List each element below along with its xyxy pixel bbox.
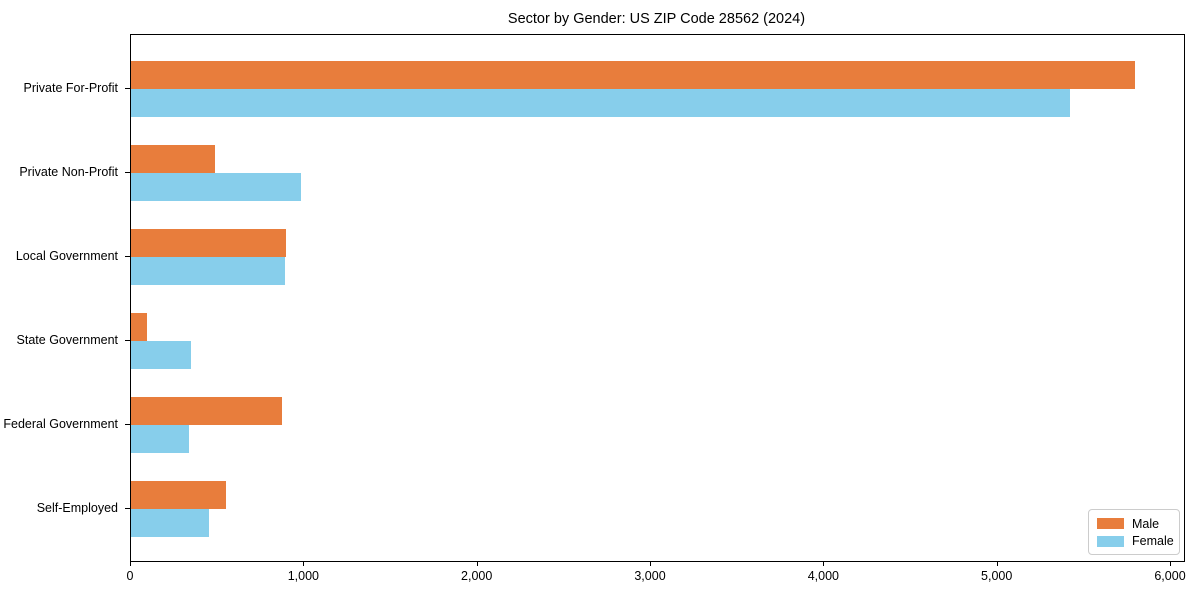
y-tick-mark xyxy=(125,88,130,89)
legend-swatch-female-icon xyxy=(1097,535,1124,547)
x-tick-mark xyxy=(1170,561,1171,566)
bar-male-local-government xyxy=(131,229,287,257)
y-tick-label: Federal Government xyxy=(3,417,118,431)
legend-label-female: Female xyxy=(1132,534,1174,549)
x-tick-mark xyxy=(650,561,651,566)
legend-item-female: Female xyxy=(1097,533,1174,550)
bar-male-federal-government xyxy=(131,397,282,425)
x-tick-mark xyxy=(130,561,131,566)
bar-male-private-non-profit xyxy=(131,145,216,173)
y-tick-mark xyxy=(125,508,130,509)
plot-area xyxy=(130,34,1185,562)
x-tick-mark xyxy=(303,561,305,566)
legend-item-male: Male xyxy=(1097,515,1171,532)
bar-male-private-for-profit xyxy=(131,61,1135,89)
x-tick-mark xyxy=(823,561,825,566)
y-tick-label: Private For-Profit xyxy=(23,81,118,95)
x-tick-label: 4,000 xyxy=(807,569,839,583)
y-tick-mark xyxy=(125,256,130,257)
y-tick-mark xyxy=(125,172,130,173)
y-tick-label: Self-Employed xyxy=(36,501,118,515)
chart-title: Sector by Gender: US ZIP Code 28562 (202… xyxy=(507,11,806,27)
y-tick-label: State Government xyxy=(16,333,118,347)
y-tick-label: Private Non-Profit xyxy=(19,165,118,179)
bar-male-self-employed xyxy=(131,481,227,509)
x-tick-label: 2,000 xyxy=(461,569,493,583)
x-tick-label: 6,000 xyxy=(1154,569,1186,583)
legend: Male Female xyxy=(1088,509,1180,555)
bar-female-private-for-profit xyxy=(131,89,1071,117)
x-tick-mark xyxy=(476,561,478,566)
y-tick-label: Local Government xyxy=(15,249,118,263)
bar-female-local-government xyxy=(131,257,286,285)
x-tick-label: 5,000 xyxy=(981,569,1013,583)
legend-swatch-male-icon xyxy=(1097,518,1124,530)
legend-label-male: Male xyxy=(1132,516,1160,531)
y-tick-mark xyxy=(125,340,130,341)
x-tick-label: 0 xyxy=(126,569,134,583)
bar-female-private-non-profit xyxy=(131,173,301,201)
bar-female-state-government xyxy=(131,341,191,369)
x-tick-label: 3,000 xyxy=(634,569,666,583)
bar-female-self-employed xyxy=(131,509,209,537)
bar-female-federal-government xyxy=(131,425,190,453)
x-tick-mark xyxy=(996,561,998,566)
bar-male-state-government xyxy=(131,313,147,341)
x-tick-label: 1,000 xyxy=(287,569,319,583)
y-tick-mark xyxy=(125,424,130,425)
